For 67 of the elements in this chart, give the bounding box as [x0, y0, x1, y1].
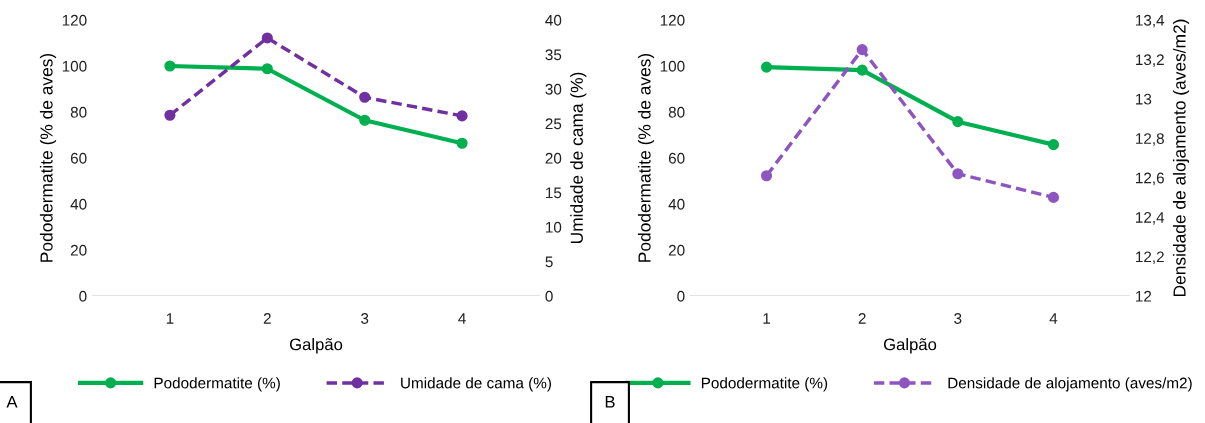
y-axis-title: Pododermatite (% de aves)	[637, 53, 655, 262]
x-tick-label: 2	[858, 313, 866, 324]
y2-axis-title: Densidade de alojamento (aves/m2)	[1172, 19, 1190, 297]
y-tick-label: 20	[70, 244, 87, 256]
y-tick-label: 40	[70, 198, 87, 210]
y2-tick-label: 10	[546, 221, 562, 233]
point	[952, 168, 964, 180]
y2-tick-label: 13,2	[1136, 54, 1164, 67]
point	[261, 32, 273, 44]
y2-tick-label: 30	[545, 83, 562, 95]
x-tick-label: 1	[166, 313, 174, 324]
y-tick-label: 0	[677, 290, 685, 302]
y-tick-label: 20	[668, 244, 685, 256]
y-tick-label: 100	[62, 60, 87, 72]
x-tick-label: 3	[361, 313, 369, 324]
point	[1047, 191, 1060, 203]
point	[952, 116, 964, 128]
y-tick-label: 0	[79, 290, 87, 302]
legend-label: Pododermatite (%)	[701, 377, 828, 392]
legend-label: Umidade de cama (%)	[401, 377, 551, 392]
point	[760, 170, 773, 182]
point	[359, 91, 371, 103]
legend-label: Densidade de alojamento (aves/m2)	[948, 377, 1192, 392]
y-tick-label: 120	[62, 14, 87, 26]
point	[456, 137, 468, 149]
y-tick-label: 100	[660, 60, 685, 72]
y2-axis-title: Umidade de cama (%)	[570, 72, 587, 244]
y2-tick-label: 12,4	[1136, 212, 1165, 225]
x-tick-label: 2	[263, 313, 271, 324]
y2-tick-label: 15	[546, 187, 562, 199]
y-tick-label: 40	[668, 198, 685, 210]
point	[359, 114, 371, 126]
point	[856, 64, 868, 76]
y2-tick-label: 40	[545, 14, 562, 26]
y-axis-title: Pododermatite (% de aves)	[39, 53, 57, 262]
x-axis-title: Galpão	[289, 338, 343, 354]
x-tick-label: 4	[1049, 313, 1058, 324]
y2-tick-label: 12,6	[1136, 172, 1164, 186]
point	[1047, 139, 1060, 151]
x-tick-label: 3	[954, 313, 962, 324]
legend-label: Pododermatite (%)	[154, 377, 280, 392]
point	[456, 110, 468, 122]
y2-tick-label: 12	[1136, 290, 1152, 302]
y2-tick-label: 0	[545, 290, 553, 302]
y2-tick-label: 5	[545, 256, 553, 268]
point	[261, 63, 273, 75]
point	[164, 109, 176, 121]
y2-tick-label: 12,8	[1136, 133, 1164, 146]
y2-tick-label: 13	[1136, 93, 1152, 105]
text: B	[605, 396, 615, 408]
y2-tick-label: 12,2	[1136, 251, 1164, 265]
x-tick-label: 1	[763, 313, 771, 324]
point	[164, 60, 176, 72]
point	[856, 44, 868, 56]
y2-tick-label: 13,4	[1136, 14, 1165, 28]
y-tick-label: 80	[668, 106, 685, 118]
y2-tick-label: 20	[545, 152, 562, 164]
point	[760, 61, 773, 73]
y2-tick-label: 35	[545, 49, 562, 61]
y-tick-label: 120	[660, 14, 685, 26]
text: A	[6, 396, 18, 408]
y-tick-label: 60	[70, 152, 87, 164]
x-axis-title: Galpão	[883, 338, 937, 354]
y-tick-label: 80	[70, 106, 87, 118]
y2-tick-label: 25	[545, 118, 562, 130]
x-tick-label: 4	[458, 313, 466, 324]
y-tick-label: 60	[668, 152, 685, 164]
